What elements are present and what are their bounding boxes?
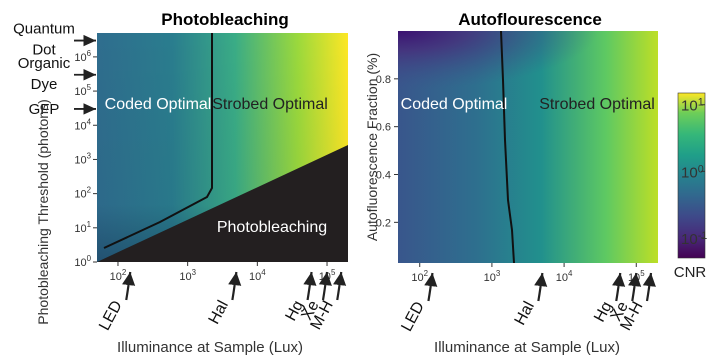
y-tick-label-2: 0.4 — [376, 170, 391, 182]
light-source-arrow — [318, 271, 332, 301]
y-tick-label: 102 — [74, 186, 91, 201]
y-tick-label-2: 0.6 — [376, 122, 391, 134]
x-tick-label-2: 102 — [411, 269, 428, 284]
colorbar — [677, 92, 706, 259]
light-source-2-label: Hal — [512, 299, 538, 328]
light-source-arrow — [228, 271, 242, 301]
x-axis-ticks: 102 103 104 105 — [110, 262, 336, 283]
colorbar-tick-label: 101 — [681, 97, 704, 115]
panel-title-photobleaching: Photobleaching — [161, 10, 289, 29]
x-axis-ticks-2: 102 103 104 105 — [411, 263, 645, 284]
y-tick-label: 106 — [74, 49, 91, 64]
colorbar-ticks: 101 100 10-1 — [681, 97, 707, 248]
y-tick-label-2: 0.2 — [376, 217, 391, 229]
panel-autofluorescence: Autoflourescence Coded Optimal Strobed O… — [364, 10, 707, 356]
light-source-2-arrow — [612, 272, 626, 302]
light-source-2-arrow — [534, 272, 548, 302]
fluorophore-label: Quantum Dot — [13, 21, 75, 59]
region-label-strobed-2: Strobed Optimal — [539, 96, 655, 113]
x-tick-label: 102 — [110, 268, 127, 283]
x-tick-label: 103 — [179, 268, 196, 283]
coded-strobed-boundary — [103, 33, 213, 249]
heatmap-corner-dark — [398, 31, 658, 263]
region-label-strobed: Strobed Optimal — [212, 96, 328, 113]
x-tick-label: 104 — [249, 268, 266, 283]
light-source-2-arrow — [642, 272, 656, 302]
y-tick-label: 105 — [74, 83, 91, 98]
light-source-2-label: LED — [398, 299, 428, 334]
colorbar-tick-label: 10-1 — [681, 230, 707, 248]
y-axis-label: Photobleaching Threshold (photons) — [35, 99, 51, 324]
y-tick-label: 101 — [74, 220, 91, 235]
region-label-coded: Coded Optimal — [105, 96, 212, 113]
coded-strobed-boundary-2 — [500, 30, 515, 264]
y-axis-ticks: 100 101 102 103 104 105 106 — [74, 49, 97, 269]
light-source-arrow — [303, 271, 317, 301]
fluorophore-label: GFP — [29, 101, 60, 118]
panel-title-autofluorescence: Autoflourescence — [458, 10, 602, 29]
light-source-label: Hal — [206, 298, 232, 327]
light-source-2-arrow — [424, 272, 438, 302]
fluorophore-label: Organic Dye — [18, 55, 71, 93]
colorbar-tick-label: 100 — [681, 163, 704, 181]
y-tick-label-2: 0.8 — [376, 74, 391, 86]
x-axis-label-2: Illuminance at Sample (Lux) — [434, 339, 620, 356]
light-source-arrow — [333, 271, 347, 301]
y-tick-label: 104 — [74, 117, 91, 132]
y-tick-label: 103 — [74, 151, 91, 166]
x-tick-label-2: 104 — [556, 269, 573, 284]
colorbar-label: CNR — [674, 264, 707, 281]
y-tick-label: 100 — [74, 254, 91, 269]
y-axis-label-2: Autofluorescence Fraction (%) — [364, 53, 380, 241]
light-source-2-arrow — [628, 272, 642, 302]
panel-photobleaching: Photobleaching Coded Optimal Strobed Opt… — [13, 10, 348, 356]
region-label-coded-2: Coded Optimal — [401, 96, 508, 113]
y-axis-ticks-2: 0.2 0.4 0.6 0.8 — [376, 74, 398, 229]
x-tick-label-2: 103 — [484, 269, 501, 284]
light-source-label: LED — [96, 298, 126, 333]
light-source-arrow — [122, 271, 136, 301]
x-axis-label: Illuminance at Sample (Lux) — [117, 339, 303, 356]
photobleaching-region — [97, 145, 348, 262]
region-label-photobleaching: Photobleaching — [217, 219, 327, 236]
